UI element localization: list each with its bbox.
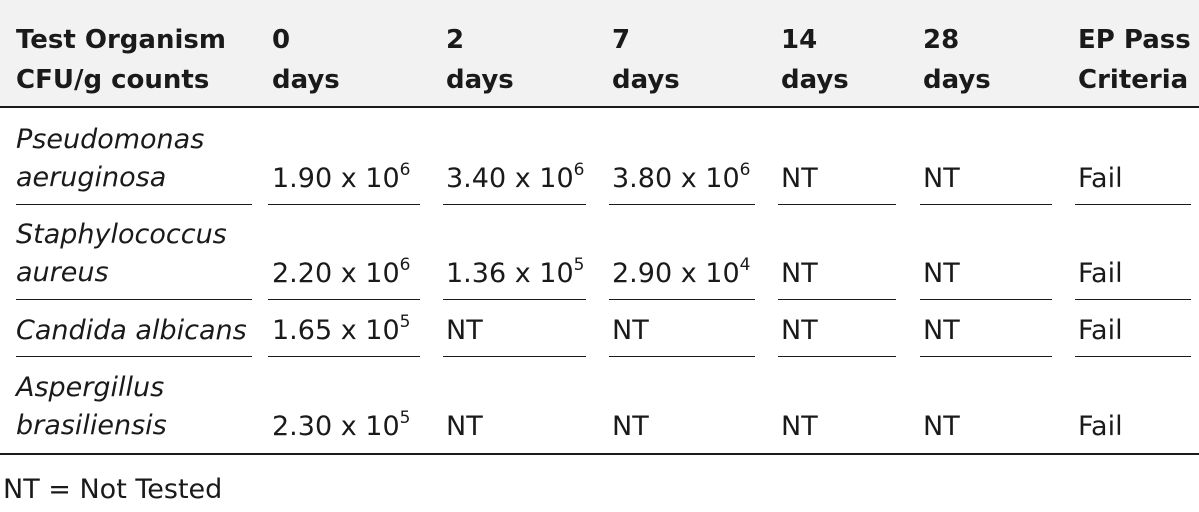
count-day-0: 2.20 x 106 [272,255,411,290]
row-divider [778,356,896,357]
criteria-result: Fail [1078,411,1123,442]
header-test-organism: Test Organism CFU/g counts [16,25,226,95]
row-divider [778,204,896,205]
row-divider [1075,356,1191,357]
footnote: NT = Not Tested [3,474,223,505]
count-day-0: 2.30 x 105 [272,408,411,443]
row-divider [609,204,755,205]
count-day-14: NT [781,258,818,289]
criteria-result: Fail [1078,163,1123,194]
row-divider [1075,299,1191,300]
count-day-0: 1.90 x 106 [272,160,411,195]
row-divider [443,356,586,357]
row-divider [778,299,896,300]
table-bottom-rule [0,453,1199,455]
organism-name: Pseudomonas aeruginosa [16,124,205,193]
row-divider [443,204,586,205]
criteria-result: Fail [1078,315,1123,346]
count-day-0: 1.65 x 105 [272,312,411,347]
row-divider [609,299,755,300]
count-day-2: NT [446,315,483,346]
row-divider [609,356,755,357]
header-day-14: 14 days [781,25,849,95]
count-day-7: 2.90 x 104 [612,255,751,290]
row-divider [16,356,252,357]
count-day-2: 3.40 x 106 [446,160,585,195]
row-divider [16,299,252,300]
row-divider [443,299,586,300]
count-day-14: NT [781,163,818,194]
header-day-2: 2 days [446,25,514,95]
count-day-14: NT [781,411,818,442]
count-day-28: NT [923,163,960,194]
row-divider [268,299,420,300]
organism-name: Staphylococcus aureus [16,219,227,288]
organism-name: Aspergillus brasiliensis [16,372,167,441]
row-divider [268,204,420,205]
count-day-7: NT [612,411,649,442]
table-header: Test Organism CFU/g counts 0 days 2 days… [0,0,1199,108]
row-divider [16,204,252,205]
header-day-0: 0 days [272,25,340,95]
header-day-7: 7 days [612,25,680,95]
row-divider [920,299,1052,300]
row-divider [920,356,1052,357]
criteria-result: Fail [1078,258,1123,289]
organism-name: Candida albicans [16,315,247,346]
row-divider [1075,204,1191,205]
count-day-7: NT [612,315,649,346]
count-day-28: NT [923,258,960,289]
header-ep-pass-criteria: EP Pass Criteria [1078,25,1191,95]
row-divider [920,204,1052,205]
count-day-14: NT [781,315,818,346]
header-day-28: 28 days [923,25,991,95]
count-day-28: NT [923,411,960,442]
count-day-28: NT [923,315,960,346]
count-day-2: 1.36 x 105 [446,255,585,290]
count-day-7: 3.80 x 106 [612,160,751,195]
row-divider [268,356,420,357]
count-day-2: NT [446,411,483,442]
